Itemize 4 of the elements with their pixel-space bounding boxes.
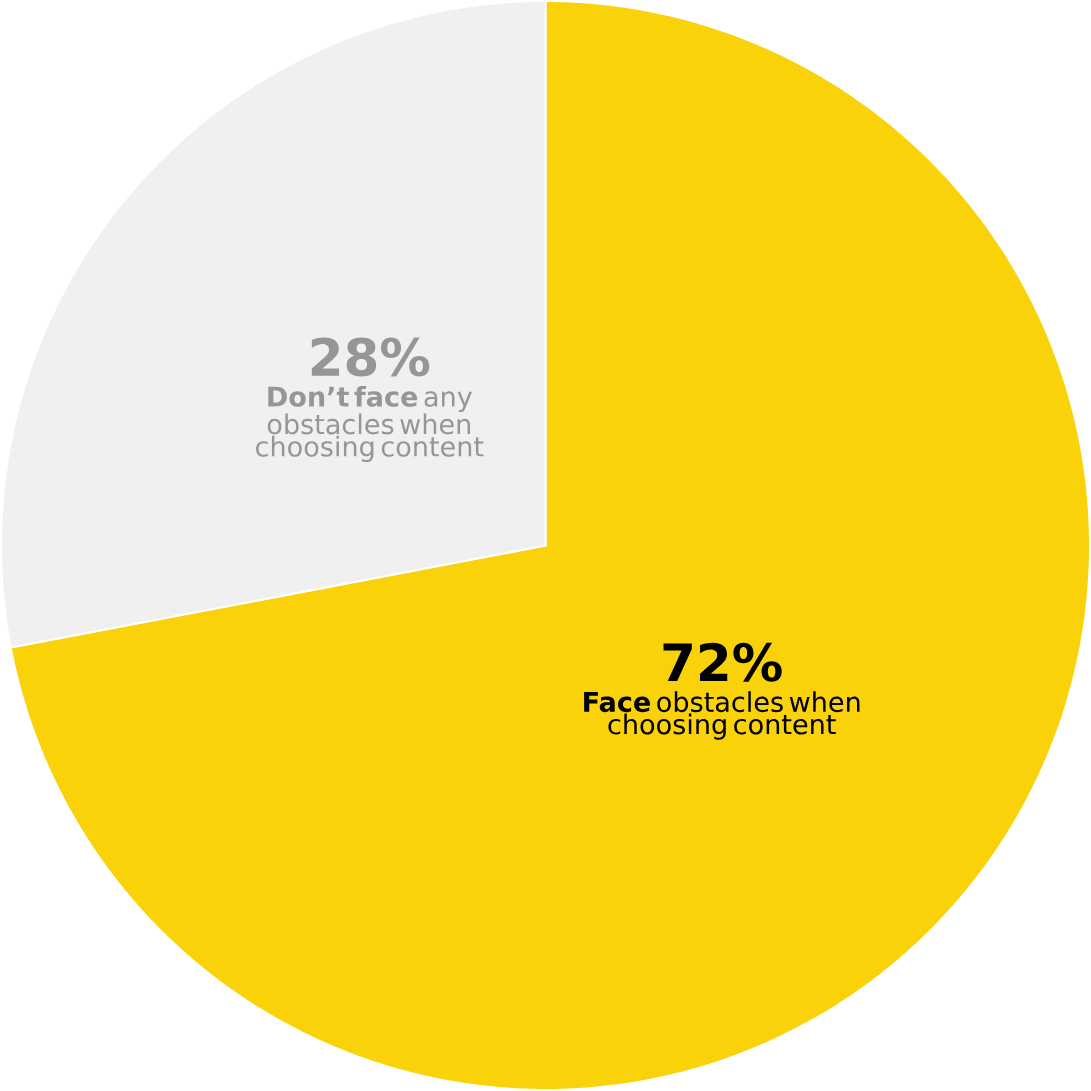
data-label: 72%: [663, 642, 782, 682]
data-label: 28%: [311, 337, 430, 377]
slice-label: Don’t face any obstacles when choosing content: [256, 385, 484, 462]
slice-label: Face obstacles when choosing content: [584, 691, 860, 740]
